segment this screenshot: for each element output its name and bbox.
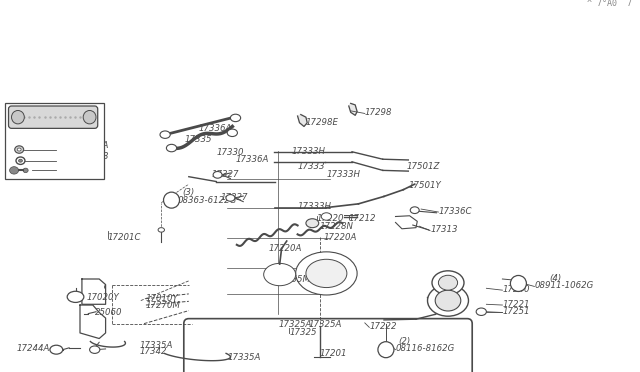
Ellipse shape (476, 308, 486, 315)
Ellipse shape (10, 167, 19, 174)
Text: 17333: 17333 (298, 162, 325, 171)
Text: 17325A: 17325A (278, 320, 312, 329)
Text: 17325A: 17325A (308, 320, 342, 329)
Text: 17201C: 17201C (108, 233, 141, 242)
Polygon shape (298, 115, 307, 126)
Text: 17228N: 17228N (320, 222, 354, 231)
Text: ^ 7°A0  7: ^ 7°A0 7 (587, 0, 632, 8)
Ellipse shape (321, 213, 332, 220)
Text: N: N (515, 279, 522, 288)
Text: 17010Y: 17010Y (146, 294, 179, 303)
Ellipse shape (435, 290, 461, 311)
Text: 17336A: 17336A (236, 155, 269, 164)
Circle shape (511, 275, 527, 292)
Ellipse shape (15, 146, 24, 153)
Text: 17270M: 17270M (146, 301, 181, 310)
Text: 17220: 17220 (317, 214, 344, 223)
Text: 17333H: 17333H (298, 202, 332, 211)
Text: (3): (3) (182, 188, 195, 197)
Text: 17326B: 17326B (27, 110, 60, 119)
Text: 17325: 17325 (289, 328, 317, 337)
Text: 08116-8162G: 08116-8162G (396, 344, 455, 353)
Ellipse shape (226, 195, 235, 201)
Ellipse shape (306, 219, 319, 228)
Text: 17336A: 17336A (198, 124, 232, 133)
Text: 17327: 17327 (211, 170, 239, 179)
Text: B: B (383, 345, 388, 354)
Text: 17201B: 17201B (76, 152, 109, 161)
Text: 17333H: 17333H (291, 147, 325, 156)
Ellipse shape (213, 171, 222, 178)
Polygon shape (349, 103, 357, 115)
Text: (2): (2) (398, 337, 410, 346)
Text: 17326B: 17326B (7, 116, 40, 125)
Text: 17240: 17240 (502, 285, 530, 294)
Text: 25060: 25060 (95, 308, 122, 317)
Ellipse shape (428, 285, 468, 316)
Text: 17501Z: 17501Z (406, 162, 440, 171)
Ellipse shape (67, 291, 84, 302)
Text: 17220A: 17220A (269, 244, 302, 253)
FancyBboxPatch shape (184, 319, 472, 372)
Ellipse shape (12, 110, 24, 124)
Ellipse shape (160, 131, 170, 138)
Ellipse shape (432, 271, 464, 295)
Ellipse shape (296, 252, 357, 295)
Circle shape (164, 192, 179, 208)
Text: 17298E: 17298E (306, 118, 339, 126)
Text: 17335: 17335 (184, 135, 212, 144)
Text: (4): (4) (549, 274, 561, 283)
Text: 17355M: 17355M (275, 275, 310, 283)
Text: S: S (169, 196, 174, 205)
Ellipse shape (438, 275, 458, 290)
Ellipse shape (410, 207, 419, 214)
Ellipse shape (17, 148, 21, 151)
Text: 17335A: 17335A (227, 353, 260, 362)
Text: 17221: 17221 (502, 300, 530, 309)
Text: 08363-6122G: 08363-6122G (178, 196, 237, 205)
Text: 17286: 17286 (27, 116, 54, 125)
Ellipse shape (23, 168, 28, 173)
Ellipse shape (306, 259, 347, 288)
Text: 17201A: 17201A (76, 141, 109, 150)
Text: 17327: 17327 (221, 193, 248, 202)
Text: 17251: 17251 (502, 307, 530, 316)
Text: 17330: 17330 (216, 148, 244, 157)
Text: 17342: 17342 (140, 347, 167, 356)
Ellipse shape (19, 159, 22, 162)
Text: 17336C: 17336C (438, 207, 472, 216)
Text: 17311: 17311 (76, 162, 103, 171)
FancyBboxPatch shape (5, 103, 104, 179)
Ellipse shape (230, 114, 241, 122)
Text: 17222: 17222 (369, 322, 397, 331)
Text: 17298: 17298 (365, 108, 392, 117)
Text: 17313: 17313 (430, 225, 458, 234)
Ellipse shape (50, 345, 63, 354)
Ellipse shape (227, 129, 237, 137)
Text: 17220A: 17220A (323, 233, 356, 242)
Text: 17020Y: 17020Y (86, 293, 119, 302)
Circle shape (378, 341, 394, 358)
Ellipse shape (83, 110, 96, 124)
FancyBboxPatch shape (8, 106, 98, 128)
Ellipse shape (16, 157, 25, 164)
Text: 17244A: 17244A (17, 344, 50, 353)
Text: 17286: 17286 (7, 123, 35, 132)
Text: 17335A: 17335A (140, 341, 173, 350)
Ellipse shape (264, 263, 296, 286)
Text: 17201: 17201 (320, 349, 348, 358)
Text: 17212: 17212 (349, 214, 376, 223)
Text: 17333H: 17333H (326, 170, 360, 179)
Text: 17501Y: 17501Y (408, 181, 441, 190)
Text: 08911-1062G: 08911-1062G (534, 281, 594, 290)
Ellipse shape (166, 144, 177, 152)
Ellipse shape (158, 228, 164, 232)
Ellipse shape (90, 346, 100, 353)
